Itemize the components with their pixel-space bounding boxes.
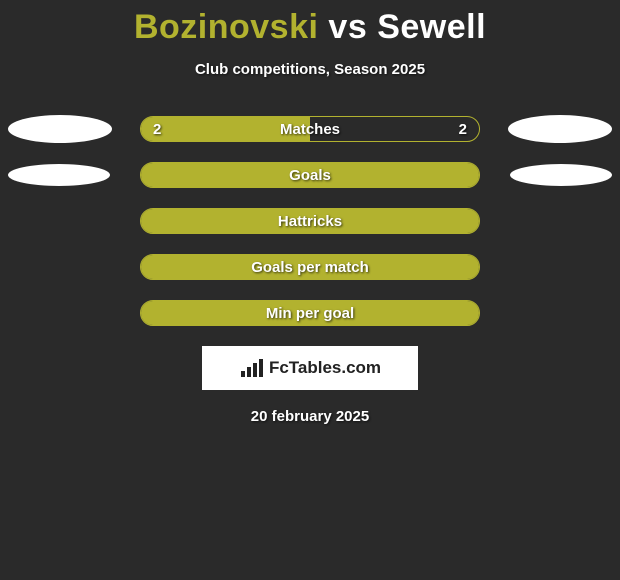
row-goals-per-match: Goals per match (0, 254, 620, 280)
matches-right-value: 2 (459, 121, 467, 138)
player2-avatar-sm (510, 164, 612, 186)
vs-label: vs (328, 8, 367, 46)
goals-label: Goals (289, 167, 331, 184)
barchart-icon (239, 357, 265, 379)
matches-label: Matches (280, 121, 340, 138)
gpm-label: Goals per match (251, 259, 369, 276)
matches-left-value: 2 (153, 121, 161, 138)
player1-avatar-sm (8, 164, 110, 186)
player2-name: Sewell (377, 8, 486, 46)
footer-date: 20 february 2025 (0, 408, 620, 425)
subtitle: Club competitions, Season 2025 (0, 61, 620, 78)
logo: FcTables.com (239, 357, 381, 379)
logo-box[interactable]: FcTables.com (202, 346, 418, 390)
bar-min-per-goal: Min per goal (140, 300, 480, 326)
hattricks-label: Hattricks (278, 213, 342, 230)
player1-name: Bozinovski (134, 8, 318, 46)
page-title: Bozinovski vs Sewell (0, 0, 620, 47)
bar-matches: 2 Matches 2 (140, 116, 480, 142)
row-min-per-goal: Min per goal (0, 300, 620, 326)
row-matches: 2 Matches 2 (0, 116, 620, 142)
row-hattricks: Hattricks (0, 208, 620, 234)
bar-goals: Goals (140, 162, 480, 188)
mpg-label: Min per goal (266, 305, 354, 322)
row-goals: Goals (0, 162, 620, 188)
comparison-rows: 2 Matches 2 Goals Hattricks Goals per ma… (0, 116, 620, 326)
bar-goals-per-match: Goals per match (140, 254, 480, 280)
player1-avatar (8, 115, 112, 143)
bar-hattricks: Hattricks (140, 208, 480, 234)
logo-text: FcTables.com (269, 358, 381, 378)
player2-avatar (508, 115, 612, 143)
